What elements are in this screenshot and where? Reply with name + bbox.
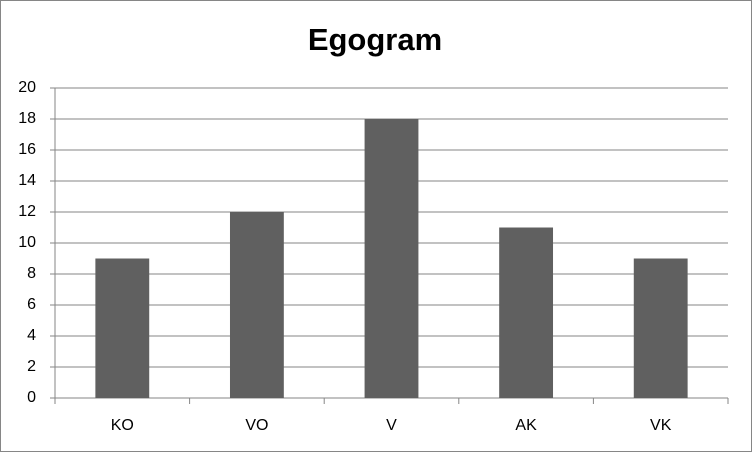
y-tick-label: 16 <box>18 141 36 158</box>
y-tick-label: 2 <box>27 358 36 375</box>
y-tick-label: 6 <box>27 296 36 313</box>
bar <box>229 212 284 398</box>
y-tick-label: 12 <box>18 203 36 220</box>
chart-title: Egogram <box>308 22 442 57</box>
y-tick-label: 10 <box>18 234 36 251</box>
y-tick-label: 8 <box>27 265 36 282</box>
y-tick-label: 18 <box>18 110 36 127</box>
bar <box>499 227 554 398</box>
y-tick-label: 0 <box>27 389 36 406</box>
x-tick-label: V <box>386 417 397 434</box>
y-tick-label: 4 <box>27 327 36 344</box>
bar <box>633 258 688 398</box>
y-tick-label: 20 <box>18 79 36 96</box>
x-tick-label: AK <box>515 417 537 434</box>
bar <box>95 258 150 398</box>
x-tick-label: VO <box>245 417 268 434</box>
x-tick-label: KO <box>111 417 134 434</box>
x-tick-label: VK <box>650 417 672 434</box>
y-tick-label: 14 <box>18 172 36 189</box>
bar <box>364 119 419 398</box>
